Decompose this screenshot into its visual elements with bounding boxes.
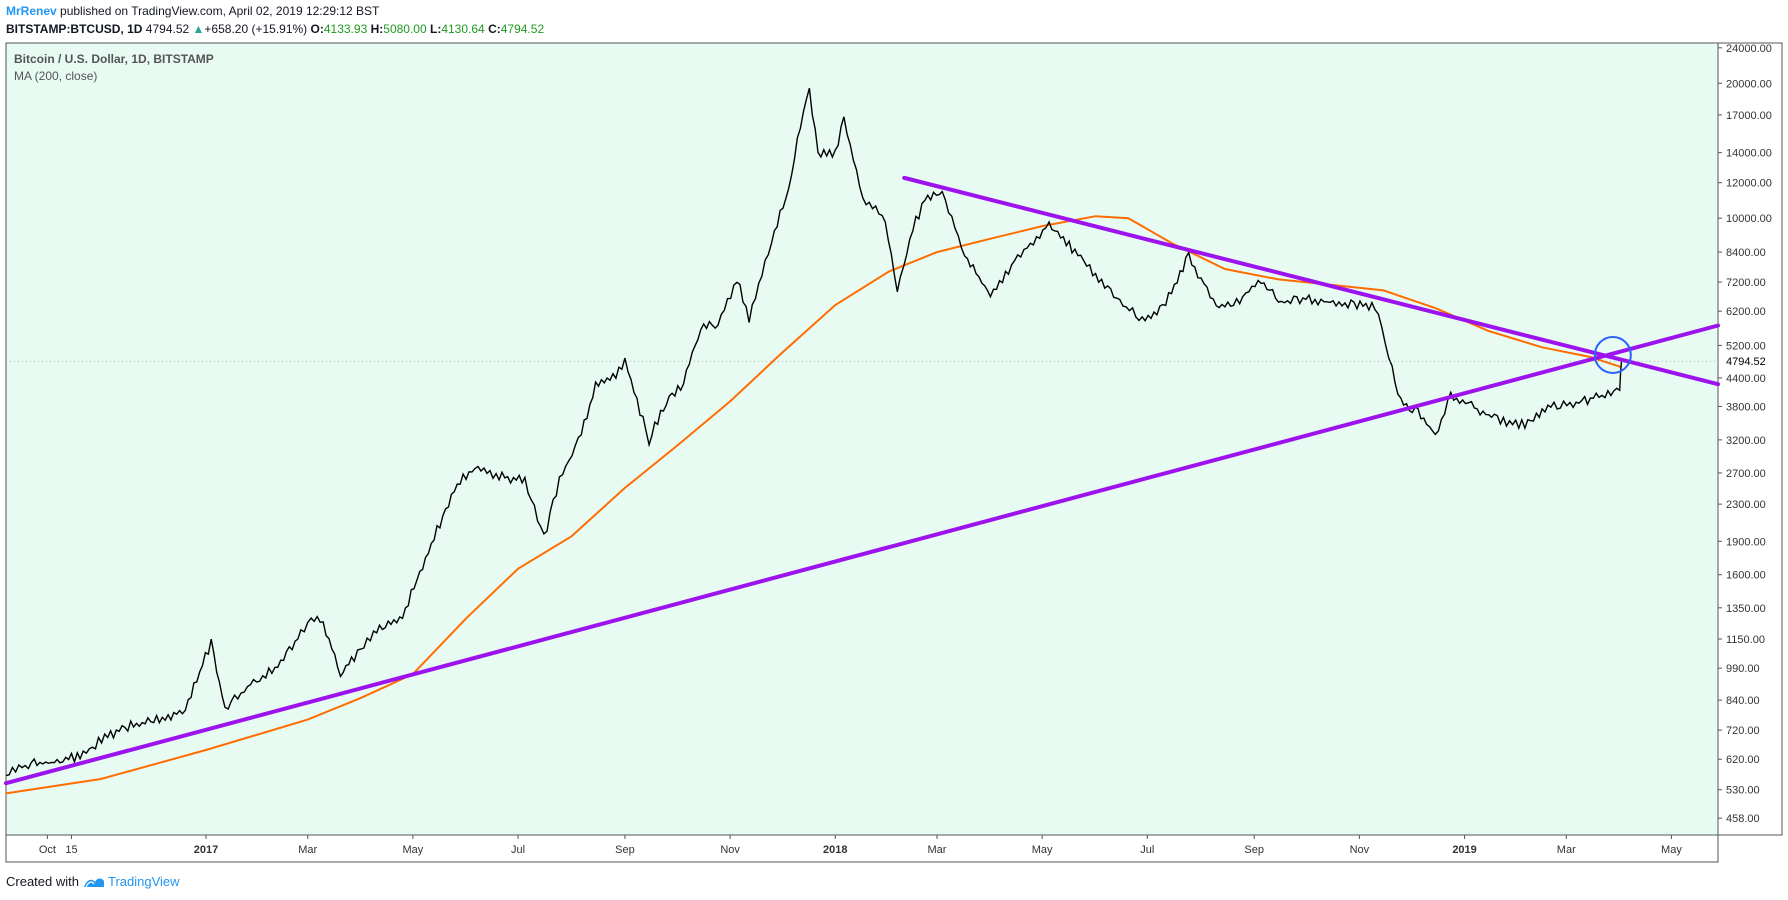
indicator-title[interactable]: MA (200, close) — [14, 69, 98, 83]
created-with-text: Created with — [6, 874, 79, 889]
support-trendline[interactable] — [4, 323, 1720, 786]
time-scale[interactable] — [5, 834, 1719, 863]
x-tick-label: Nov — [1350, 844, 1370, 856]
x-tick-label: 2018 — [823, 844, 847, 856]
price-line[interactable] — [5, 88, 1623, 777]
last-price-box — [1719, 353, 1781, 370]
x-tick-label: 15 — [65, 844, 77, 856]
y-tick-label: 24000.00 — [1726, 43, 1772, 55]
published-text: published on TradingView.com, April 02, … — [56, 4, 380, 18]
y-tick-label: 1150.00 — [1726, 634, 1765, 646]
open-value: 4133.93 — [323, 22, 368, 36]
symbol-label: BITSTAMP:BTCUSD, 1D — [6, 22, 143, 36]
author-name[interactable]: MrRenev — [6, 4, 57, 18]
series-title: Bitcoin / U.S. Dollar, 1D, BITSTAMP — [14, 52, 214, 66]
change-value: +658.20 (+15.91%) — [204, 22, 308, 36]
ohlc-line: BITSTAMP:BTCUSD, 1D 4794.52 ▲+658.20 (+1… — [6, 22, 544, 36]
tradingview-logo-icon — [83, 877, 104, 887]
open-label: O: — [310, 22, 324, 36]
resistance-trendline[interactable] — [902, 175, 1720, 387]
plot-area[interactable] — [5, 42, 1719, 836]
y-tick-label: 3200.00 — [1726, 435, 1766, 447]
y-tick-label: 17000.00 — [1726, 110, 1772, 122]
y-tick-label: 2300.00 — [1726, 499, 1766, 511]
x-tick-label: Oct — [39, 844, 56, 856]
y-tick-label: 10000.00 — [1726, 213, 1772, 225]
x-tick-label: Mar — [928, 844, 947, 856]
x-tick-label: Jul — [1140, 844, 1154, 856]
y-tick-label: 530.00 — [1726, 785, 1760, 797]
price-scale[interactable] — [1717, 42, 1783, 836]
y-tick-label: 6200.00 — [1726, 306, 1766, 318]
x-tick-label: May — [1661, 844, 1682, 856]
y-tick-label: 1350.00 — [1726, 603, 1766, 615]
y-tick-label: 620.00 — [1726, 754, 1760, 766]
y-tick-label: 458.00 — [1726, 813, 1760, 825]
low-value: 4130.64 — [441, 22, 485, 36]
high-label: H: — [370, 22, 384, 36]
x-tick-label: May — [402, 844, 423, 856]
low-label: L: — [430, 22, 442, 36]
x-tick-label: Sep — [1244, 844, 1264, 856]
annotation-circle[interactable] — [1593, 335, 1632, 374]
x-tick-label: May — [1032, 844, 1053, 856]
last-price: 4794.52 — [145, 22, 190, 36]
y-tick-label: 4400.00 — [1726, 373, 1766, 385]
publish-line: MrRenev published on TradingView.com, Ap… — [6, 4, 379, 18]
y-tick-label: 20000.00 — [1726, 78, 1772, 90]
x-tick-label: Sep — [615, 844, 635, 856]
y-tick-label: 2700.00 — [1726, 468, 1766, 480]
x-tick-label: 2019 — [1452, 844, 1476, 856]
y-tick-label: 12000.00 — [1726, 178, 1772, 190]
last-price-label: 4794.52 — [1726, 356, 1766, 368]
x-tick-label: Mar — [1557, 844, 1576, 856]
high-value: 5080.00 — [383, 22, 427, 36]
y-tick-label: 840.00 — [1726, 695, 1760, 707]
y-tick-label: 720.00 — [1726, 725, 1760, 737]
y-tick-label: 14000.00 — [1726, 148, 1772, 160]
y-tick-label: 3800.00 — [1726, 401, 1766, 413]
tradingview-link[interactable]: TradingView — [83, 874, 180, 889]
y-tick-label: 5200.00 — [1726, 340, 1766, 352]
up-arrow-icon: ▲ — [192, 22, 205, 36]
y-tick-label: 1600.00 — [1726, 570, 1766, 582]
x-tick-label: 2017 — [194, 844, 218, 856]
brand-name: TradingView — [107, 874, 180, 889]
x-tick-label: Jul — [511, 844, 525, 856]
y-tick-label: 7200.00 — [1726, 277, 1766, 289]
y-tick-label: 1900.00 — [1726, 536, 1766, 548]
footer: Created with TradingView — [6, 874, 180, 889]
y-tick-label: 990.00 — [1726, 663, 1760, 675]
y-tick-label: 8400.00 — [1726, 247, 1766, 259]
x-tick-label: Nov — [720, 844, 740, 856]
close-label: C: — [488, 22, 501, 36]
close-value: 4794.52 — [500, 22, 545, 36]
x-tick-label: Mar — [298, 844, 317, 856]
